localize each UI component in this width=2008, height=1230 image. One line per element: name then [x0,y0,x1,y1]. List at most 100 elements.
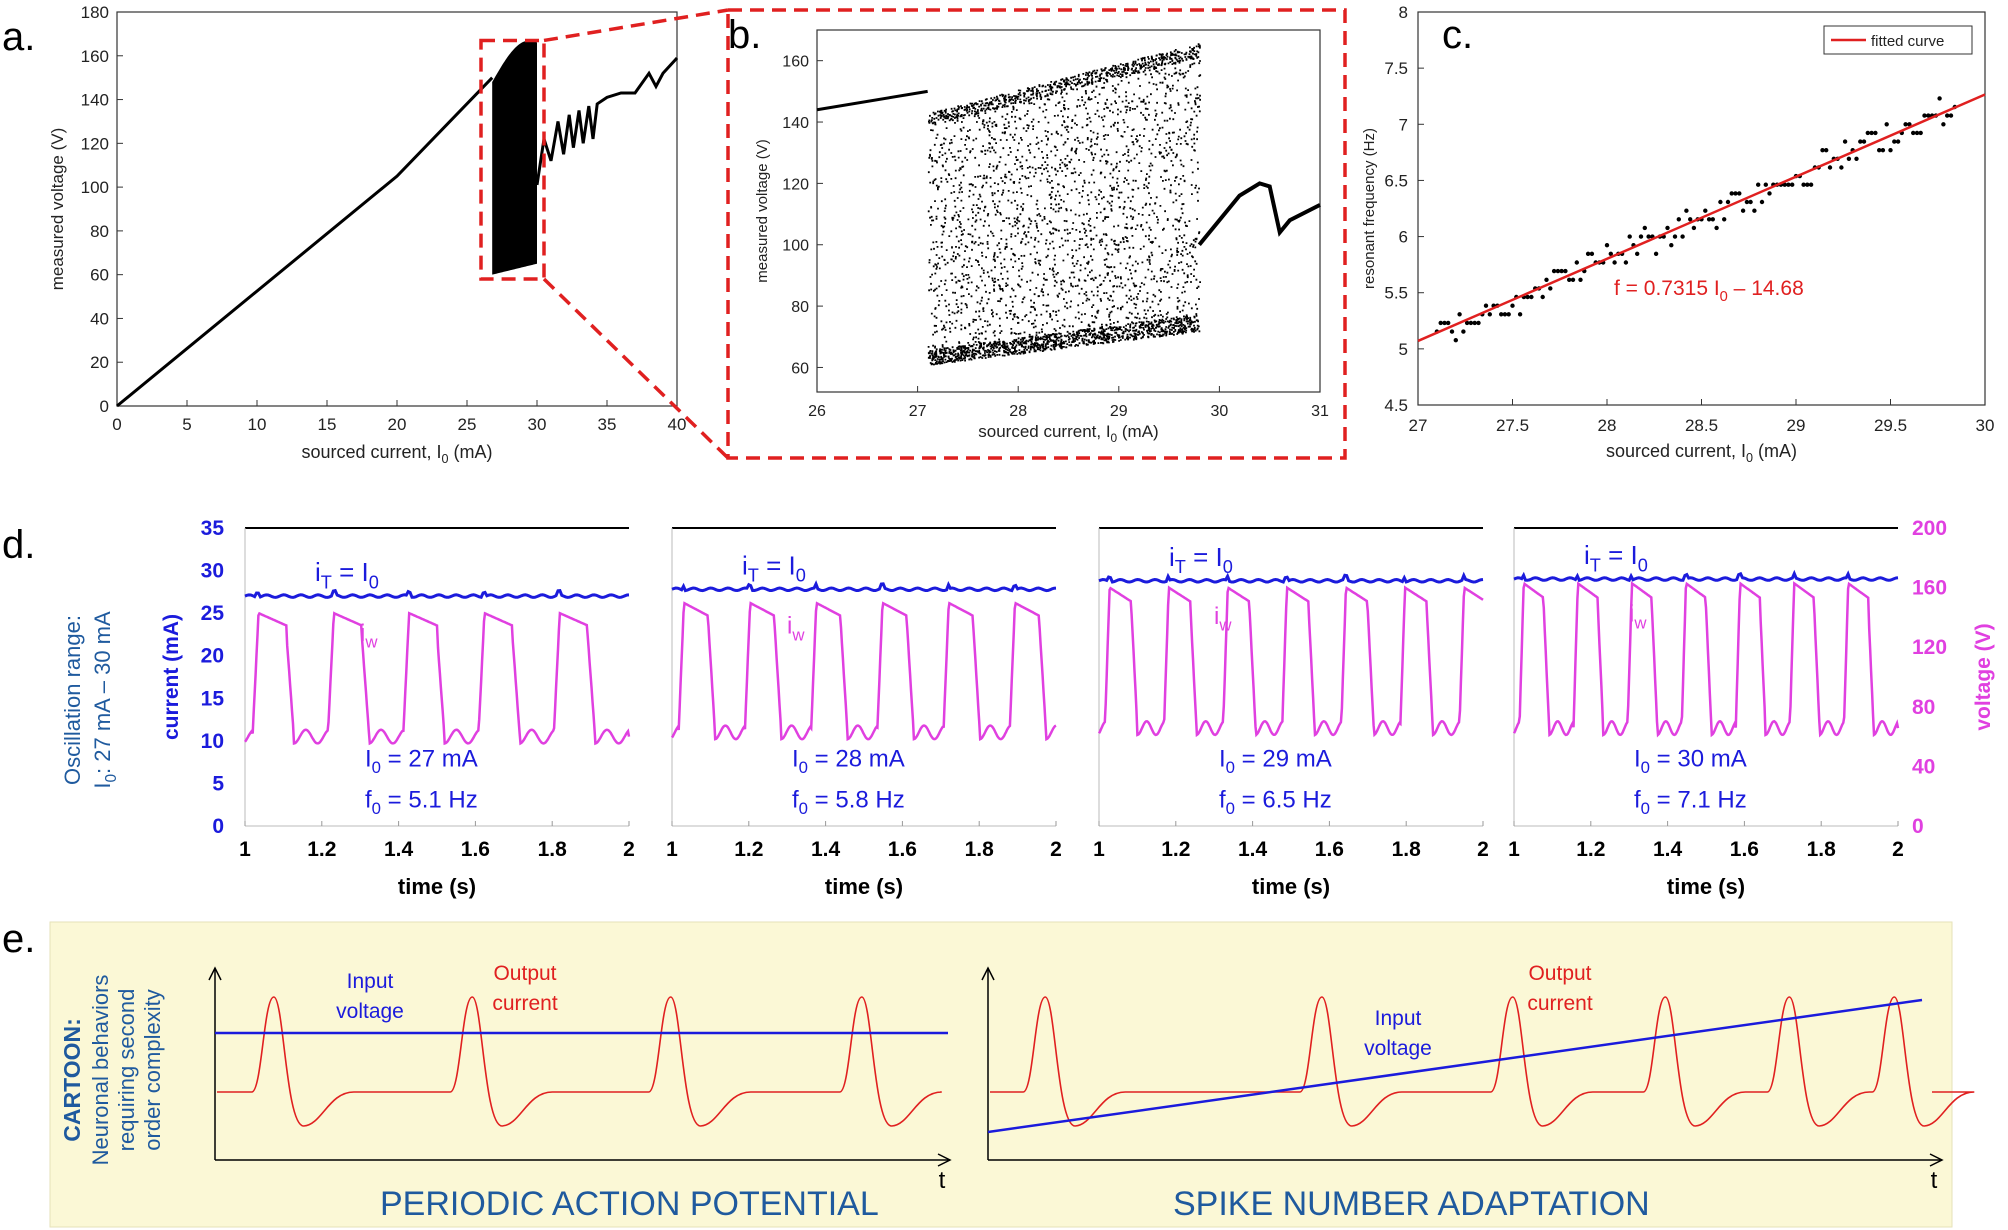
x-axis-label-a-part: sourced current, I [301,442,441,462]
i0-value-d-part: 0 [1226,758,1235,777]
y-tick-label-b: 140 [782,115,809,132]
input-label-line2: voltage [1364,1037,1432,1060]
x-tick-label-d: 1 [666,838,678,861]
fit-equation-c: f = 0.7315 I0 – 14.68 [1614,277,1804,305]
y-left-tick-label-d: 20 [201,645,224,668]
y-left-tick-label-d: 10 [201,730,224,753]
x-tick-label-d: 1.8 [1807,838,1837,861]
it-label-d-part: 0 [1223,557,1233,577]
plot-frame-a [116,11,678,407]
y-tick-label-a: 180 [81,3,109,22]
y-tick-label-c: 6.5 [1384,171,1408,190]
x-axis-label-c-part: sourced current, I [1606,441,1746,461]
i0-value-d-part: I [1219,745,1226,772]
x-tick-label-c: 29 [1787,416,1806,435]
f0-value-d-part: 0 [1226,799,1235,818]
x-tick-label-c: 28.5 [1685,416,1718,435]
x-tick-label-d: 1.6 [1730,838,1759,861]
it-label-d-part: i [742,550,748,580]
it-label-d-part: 0 [796,566,806,586]
x-tick-label-a: 5 [182,415,191,434]
f0-value-d-part: f [792,786,799,813]
x-tick-label-d: 1.4 [384,838,414,861]
i0-value-d-part: I [365,745,372,772]
x-axis-label-c-part: 0 [1746,451,1753,465]
output-current-trace [217,996,942,1127]
fit-line-c [1417,93,1986,343]
iw-label-d-part: i [1629,601,1634,628]
y-tick-label-a: 40 [90,309,109,328]
side-note-line2: I0: 27 mA – 30 mA [90,611,120,789]
y-tick-label-b: 80 [791,299,809,316]
y-tick-label-a: 20 [90,353,109,372]
f0-value-d: f0 = 5.1 Hz [365,786,478,818]
x-tick-label-a: 25 [458,415,477,434]
it-label-d-part: T [1590,555,1601,575]
it-line-d [244,588,630,600]
f0-value-d-part: 0 [1641,799,1650,818]
panel-label-e: e. [2,917,35,961]
x-tick-label-a: 0 [112,415,121,434]
panel-label-d: d. [2,523,35,567]
it-label-d-part: = I [1601,540,1638,570]
cartoon-label: CARTOON: [59,1018,85,1142]
it-label-d-part: 0 [369,572,379,592]
f0-value-d: f0 = 6.5 Hz [1219,786,1332,818]
f0-value-d-part: = 5.1 Hz [381,786,478,813]
i0-value-d-part: 0 [1641,758,1650,777]
iw-label-d-part: w [791,625,805,644]
x-tick-label-d: 1 [1508,838,1520,861]
i0-value-d-part: 0 [799,758,808,777]
iw-label-d-part: w [1218,616,1232,635]
cartoon-y-arrow [208,966,222,981]
y-right-tick-label-d: 80 [1912,696,1935,719]
x-tick-label-d: 2 [1477,838,1489,861]
iw-label-d-part: w [364,633,378,652]
y-axis-label-c: resonant frequency (Hz) [1361,128,1378,289]
x-tick-label-d: 1.4 [1653,838,1683,861]
y-axis-right-label-d: voltage (V) [1972,623,1995,730]
x-tick-label-a: 35 [598,415,617,434]
x-tick-label-d: 1.6 [461,838,490,861]
data-line-a [116,76,494,408]
input-label-line1: Input [1375,1007,1422,1030]
i0-value-d-part: I [792,745,799,772]
cartoon-e: CARTOON: Neuronal behaviors requiring seco… [49,921,1975,1228]
y-right-tick-label-d: 0 [1912,815,1924,838]
right-branch-b [1197,181,1321,247]
i0-value-d-part: = 27 mA [381,745,478,772]
i0-value-d: I0 = 27 mA [365,745,478,777]
x-tick-label-d: 1.2 [307,838,336,861]
x-axis-label-a: sourced current, I0 (mA) [301,442,492,466]
side-note-line1: Oscillation range: [60,615,85,785]
zoom-connector-bottom [542,277,730,460]
y-tick-label-a: 60 [90,266,109,285]
y-tick-label-a: 120 [81,134,109,153]
y-tick-label-b: 120 [782,176,809,193]
it-line-d [1098,571,1484,584]
output-current-trace [990,996,1975,1127]
output-label-line2: current [492,992,558,1015]
y-tick-label-c: 5.5 [1384,284,1408,303]
side-note-line2-part: I [90,783,115,789]
it-label-d-part: T [1175,557,1186,577]
y-left-tick-label-d: 5 [212,772,224,795]
it-label-d-part: = I [1186,542,1223,572]
it-label-d-part: = I [332,557,369,587]
cartoon-x-arrow [937,1153,952,1167]
y-tick-label-c: 7 [1399,115,1408,134]
it-line-d [671,580,1057,593]
y-right-tick-label-d: 200 [1912,517,1947,540]
x-tick-label-c: 28 [1598,416,1617,435]
x-tick-label-d: 1.2 [1576,838,1605,861]
output-label-line1: Output [493,962,556,985]
it-line-d [1513,569,1899,583]
f0-value-d: f0 = 7.1 Hz [1634,786,1747,818]
x-tick-label-d: 1.2 [1161,838,1190,861]
x-axis-label-b: sourced current, I0 (mA) [978,422,1158,445]
iw-label-d-part: w [1633,613,1647,632]
x-tick-label-b: 27 [909,403,927,420]
x-tick-label-d: 1.8 [965,838,995,861]
y-left-tick-label-d: 15 [201,687,225,710]
y-right-tick-label-d: 120 [1912,636,1947,659]
